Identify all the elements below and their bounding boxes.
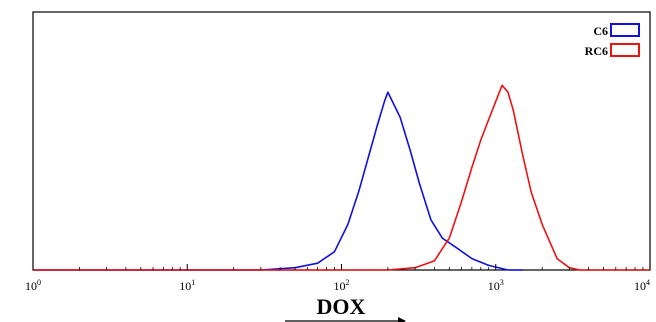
x-tick-label: 102 — [334, 278, 350, 293]
legend-label-c6: C6 — [593, 24, 608, 38]
x-tick-label: 100 — [25, 278, 41, 293]
x-axis-direction-arrow — [285, 317, 406, 322]
x-tick-label: 101 — [179, 278, 195, 293]
x-tick-label: 103 — [488, 278, 504, 293]
x-axis-ticks: 100 101 102 103 104 — [25, 264, 651, 293]
series-line-c6 — [33, 91, 523, 271]
legend: C6 RC6 — [585, 23, 640, 58]
series-line-rc6 — [33, 84, 650, 271]
series-layer — [33, 84, 650, 271]
legend-swatch-rc6 — [610, 43, 640, 57]
legend-label-rc6: RC6 — [585, 44, 608, 58]
x-axis-label: DOX — [317, 294, 366, 319]
legend-swatch-c6 — [610, 23, 640, 37]
x-tick-label: 104 — [634, 278, 650, 293]
plot-frame — [32, 11, 651, 271]
